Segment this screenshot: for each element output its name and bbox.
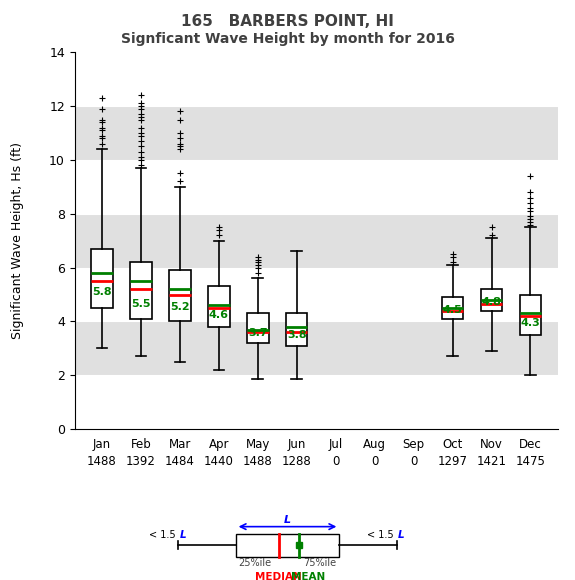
Text: May: May xyxy=(246,438,270,451)
PathPatch shape xyxy=(208,287,229,327)
Text: 5.8: 5.8 xyxy=(92,287,112,298)
Text: 4.3: 4.3 xyxy=(520,318,540,328)
Text: 1484: 1484 xyxy=(165,455,195,468)
Text: 25%ile: 25%ile xyxy=(239,558,272,568)
Text: Apr: Apr xyxy=(209,438,229,451)
Text: < 1.5: < 1.5 xyxy=(149,530,175,540)
Y-axis label: Significant Wave Height, Hs (ft): Significant Wave Height, Hs (ft) xyxy=(11,142,24,339)
Bar xyxy=(75,106,558,160)
Bar xyxy=(236,534,339,557)
Text: 4.8: 4.8 xyxy=(482,297,501,307)
Text: 75%ile: 75%ile xyxy=(303,558,336,568)
Bar xyxy=(75,321,558,375)
Text: Aug: Aug xyxy=(363,438,386,451)
PathPatch shape xyxy=(91,249,113,308)
Text: Sep: Sep xyxy=(402,438,425,451)
Text: MEDIAN: MEDIAN xyxy=(255,572,302,580)
Text: 4.5: 4.5 xyxy=(443,305,462,315)
Text: 1488: 1488 xyxy=(243,455,273,468)
Text: 5.5: 5.5 xyxy=(131,299,151,309)
Bar xyxy=(75,214,558,267)
Text: Dec: Dec xyxy=(519,438,542,451)
Text: Jan: Jan xyxy=(93,438,111,451)
Text: 0: 0 xyxy=(410,455,417,468)
Text: Jul: Jul xyxy=(328,438,343,451)
Text: 3.8: 3.8 xyxy=(287,330,306,340)
PathPatch shape xyxy=(286,313,308,346)
PathPatch shape xyxy=(481,289,502,311)
Text: 165   BARBERS POINT, HI: 165 BARBERS POINT, HI xyxy=(181,14,394,30)
PathPatch shape xyxy=(442,297,463,319)
Text: 3.7: 3.7 xyxy=(248,328,267,338)
Text: Oct: Oct xyxy=(442,438,463,451)
Text: Signficant Wave Height by month for 2016: Signficant Wave Height by month for 2016 xyxy=(121,32,454,46)
Text: L: L xyxy=(179,530,186,540)
Text: Feb: Feb xyxy=(131,438,151,451)
Text: 0: 0 xyxy=(332,455,339,468)
Text: 1488: 1488 xyxy=(87,455,117,468)
Text: 5.2: 5.2 xyxy=(170,302,190,312)
PathPatch shape xyxy=(131,262,152,319)
Text: 1392: 1392 xyxy=(126,455,156,468)
Text: L: L xyxy=(284,515,291,525)
Text: 1288: 1288 xyxy=(282,455,312,468)
Text: < 1.5: < 1.5 xyxy=(367,530,394,540)
Text: 1475: 1475 xyxy=(516,455,546,468)
Text: 1440: 1440 xyxy=(204,455,234,468)
Text: 4.6: 4.6 xyxy=(209,310,229,320)
Text: 0: 0 xyxy=(371,455,378,468)
PathPatch shape xyxy=(169,270,191,321)
Text: Mar: Mar xyxy=(168,438,191,451)
Text: MEAN: MEAN xyxy=(290,572,325,580)
Text: Nov: Nov xyxy=(480,438,503,451)
Text: 1297: 1297 xyxy=(438,455,467,468)
PathPatch shape xyxy=(520,295,541,335)
PathPatch shape xyxy=(247,313,269,343)
Text: Jun: Jun xyxy=(288,438,306,451)
Text: L: L xyxy=(398,530,405,540)
Text: 1421: 1421 xyxy=(477,455,507,468)
